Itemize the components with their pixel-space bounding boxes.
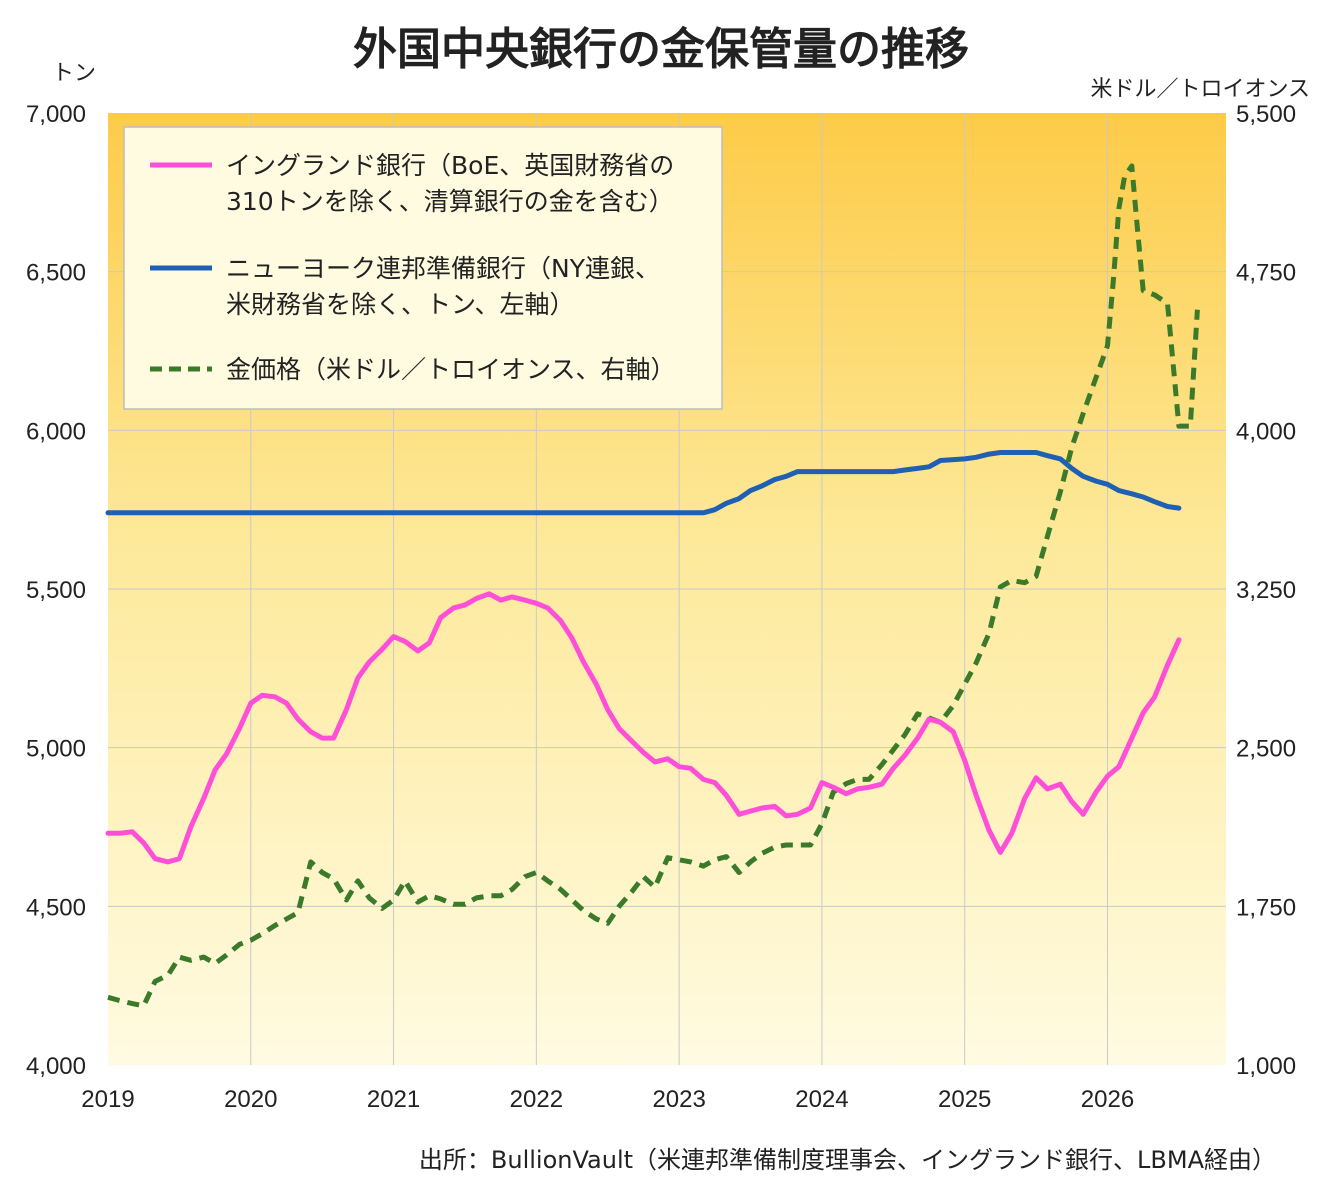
y-right-tick-label: 1,000 (1236, 1053, 1296, 1080)
legend: イングランド銀行（BoE、英国財務省の 310トンを除く、清算銀行の金を含む） … (123, 126, 723, 410)
right-axis-unit: 米ドル／トロイオンス (1090, 77, 1310, 102)
source-note: 出所：BullionVault（米連邦準備制度理事会、イングランド銀行、LBMA… (419, 1146, 1276, 1174)
x-tick-label: 2021 (367, 1086, 420, 1113)
series-lines (105, 163, 1200, 1009)
y-left-tick-label: 7,000 (26, 101, 86, 128)
y-right-tick-label: 4,000 (1236, 418, 1296, 445)
legend-label-nyfed-line2: 米財務省を除く、トン、左軸） (226, 290, 575, 319)
x-tick-label: 2020 (224, 1086, 277, 1113)
y-right-tick-label: 5,500 (1236, 101, 1296, 128)
series-boe-line (105, 591, 1182, 865)
legend-label-nyfed: ニューヨーク連邦準備銀行（NY連銀、 (226, 254, 660, 283)
x-tick-label: 2022 (510, 1086, 563, 1113)
left-axis-unit: トン (52, 61, 96, 86)
y-left-tick-label: 6,500 (26, 260, 86, 287)
x-tick-label: 2025 (938, 1086, 991, 1113)
x-tick-label: 2024 (795, 1086, 848, 1113)
y-left-tick-label: 6,000 (26, 418, 86, 445)
legend-label-boe-line2: 310トンを除く、清算銀行の金を含む） (226, 187, 674, 216)
y-left-tick-label: 4,000 (26, 1053, 86, 1080)
tick-labels: 4,000 4,500 5,000 5,500 6,000 6,500 7,000 1,000… (26, 101, 1296, 1113)
series-nyfed-line (105, 450, 1182, 516)
y-left-tick-label: 5,500 (26, 577, 86, 604)
legend-box (123, 126, 723, 410)
legend-label-gold: 金価格（米ドル／トロイオンス、右軸） (226, 355, 676, 384)
x-tick-label: 2023 (652, 1086, 705, 1113)
series-gold-price-line (107, 163, 1200, 1009)
chart-title: 外国中央銀行の金保管量の推移 (353, 24, 969, 75)
y-right-tick-label: 3,250 (1236, 577, 1296, 604)
y-left-tick-label: 5,000 (26, 736, 86, 763)
y-left-tick-label: 4,500 (26, 894, 86, 921)
x-tick-label: 2026 (1081, 1086, 1134, 1113)
legend-label-boe: イングランド銀行（BoE、英国財務省の (226, 151, 674, 180)
x-tick-label: 2019 (81, 1086, 134, 1113)
y-right-tick-label: 1,750 (1236, 894, 1296, 921)
y-right-tick-label: 2,500 (1236, 736, 1296, 763)
y-right-tick-label: 4,750 (1236, 260, 1296, 287)
